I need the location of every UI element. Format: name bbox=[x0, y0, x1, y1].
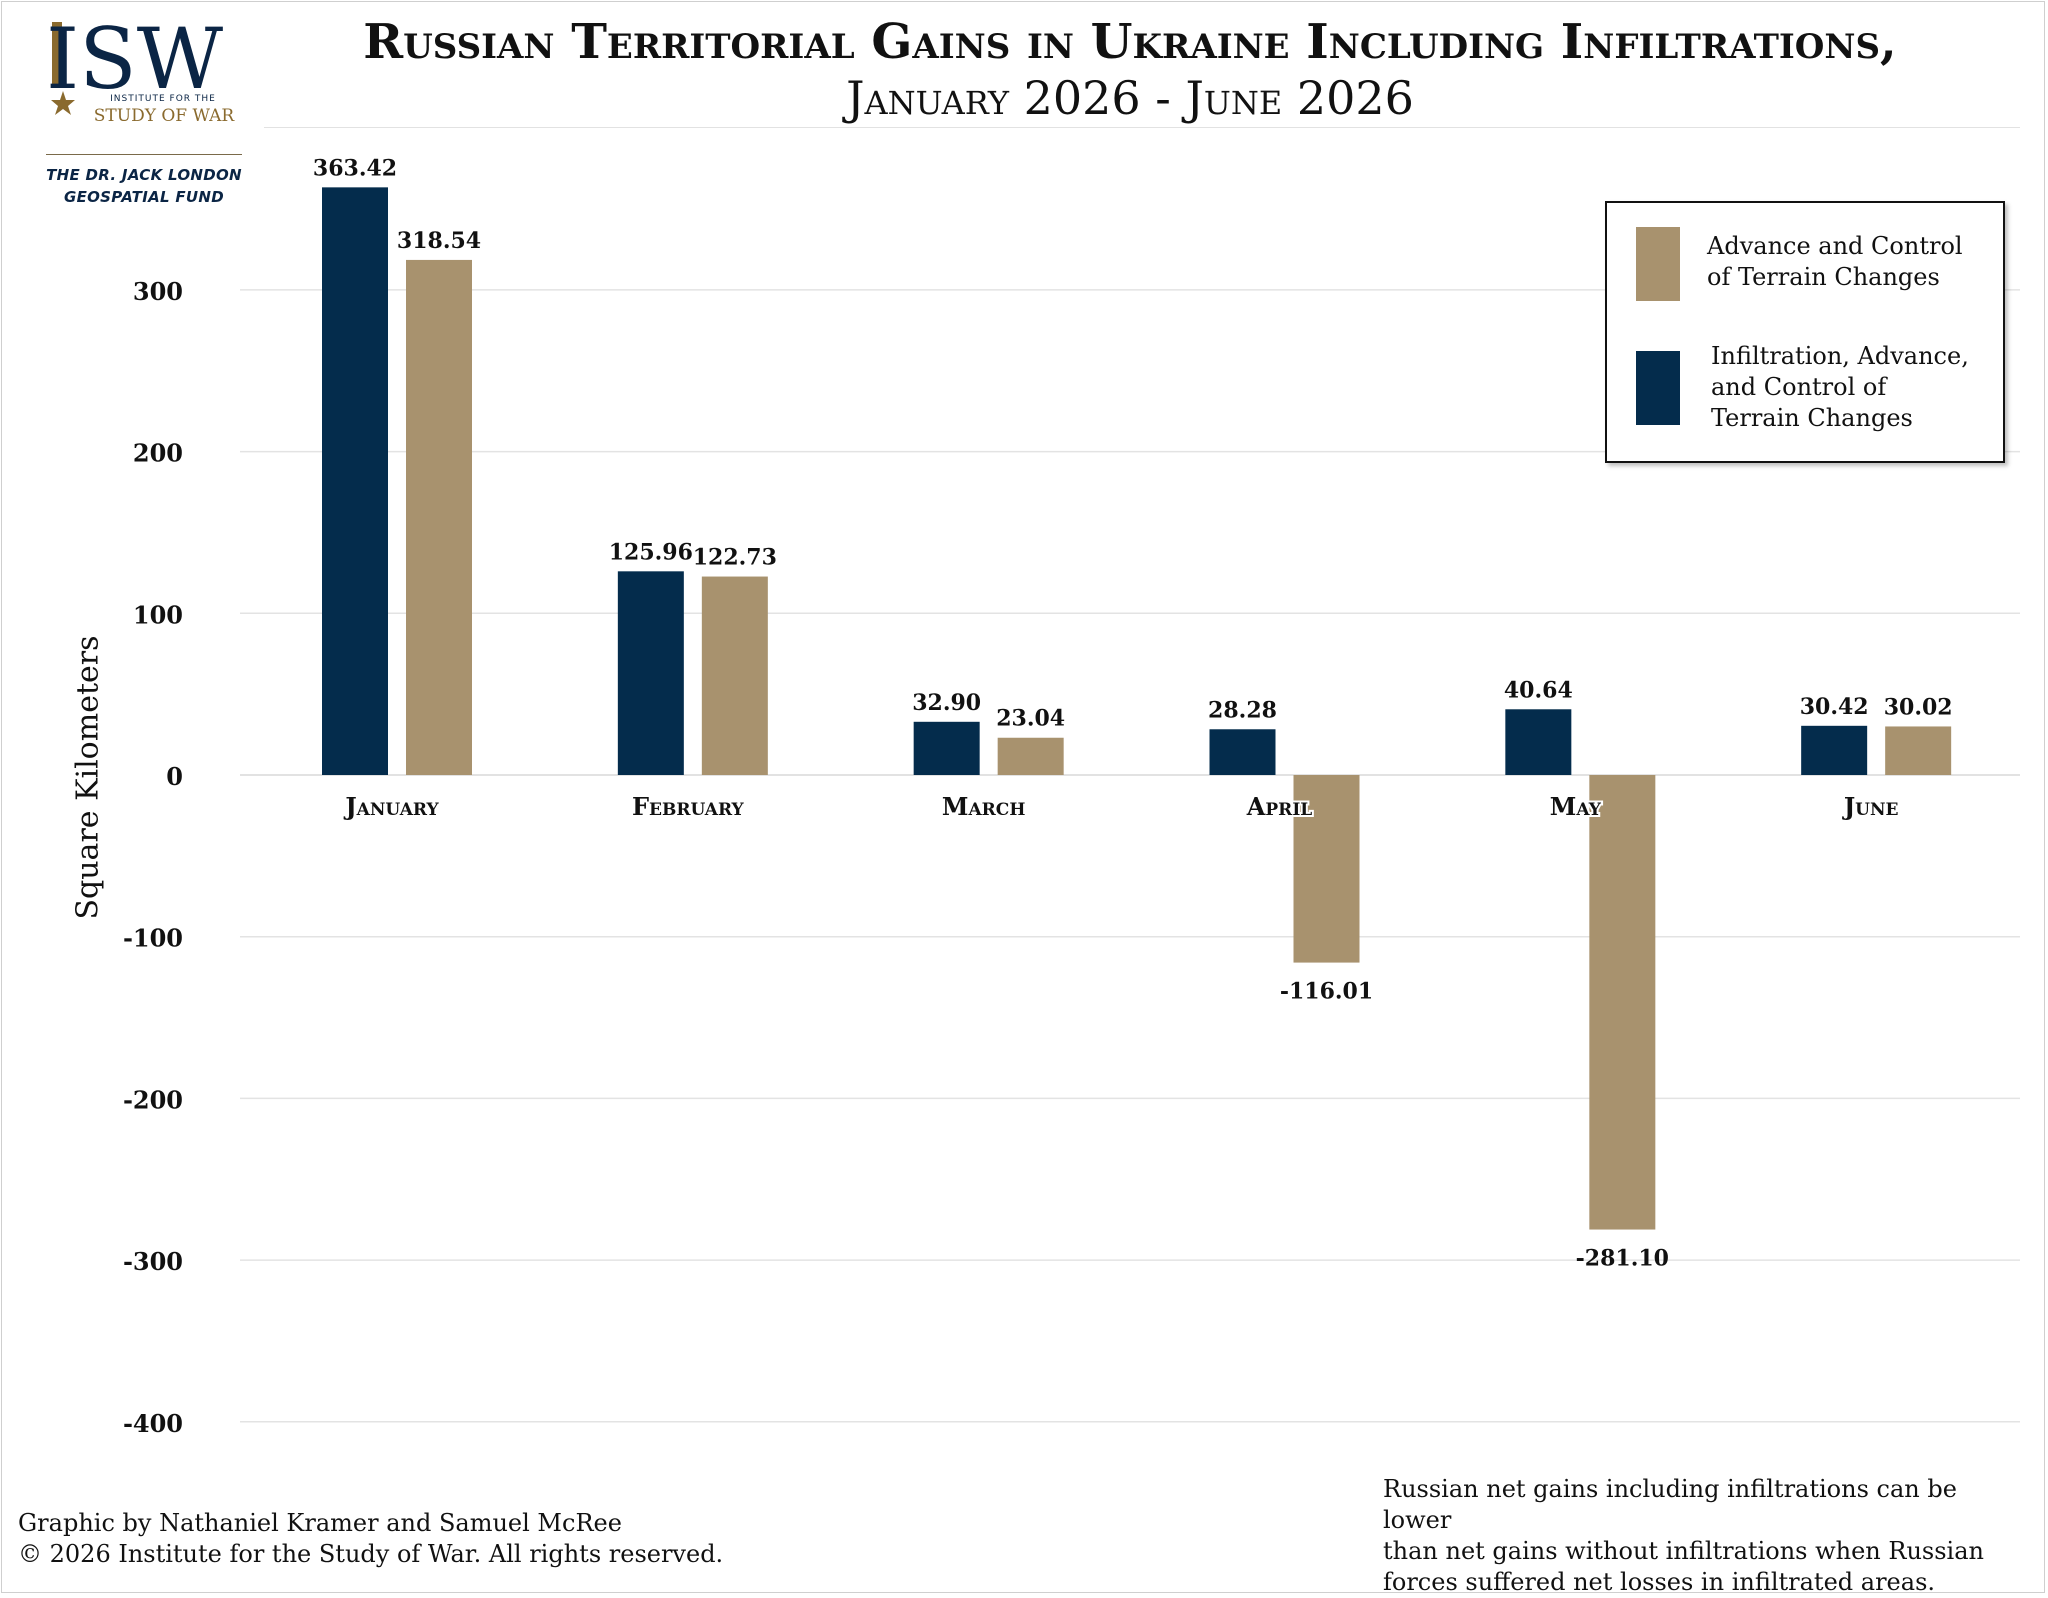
data-label: 40.64 bbox=[1504, 677, 1573, 703]
y-tick-label: 100 bbox=[133, 600, 183, 629]
credit-line1: Graphic by Nathaniel Kramer and Samuel M… bbox=[18, 1509, 622, 1537]
x-tick-label: February bbox=[632, 792, 745, 821]
y-tick-label: 0 bbox=[166, 762, 183, 791]
bar-advance-may bbox=[1589, 775, 1656, 1230]
footnote: Russian net gains including infiltration… bbox=[1383, 1474, 2023, 1598]
y-tick-label: 300 bbox=[133, 277, 183, 306]
data-label: 30.02 bbox=[1884, 694, 1953, 720]
bar-advance-april bbox=[1293, 775, 1360, 963]
legend-label-navy: Infiltration, Advance, and Control of Te… bbox=[1711, 341, 1969, 434]
isw-logo-mark: ISW bbox=[46, 18, 224, 108]
bar-advance-january bbox=[406, 259, 472, 776]
chart-title: Russian Territorial Gains in Ukraine Inc… bbox=[363, 14, 1897, 70]
data-label: 23.04 bbox=[996, 706, 1065, 732]
data-label: 32.90 bbox=[912, 690, 981, 716]
legend: Advance and Control of Terrain Changes I… bbox=[1605, 201, 2005, 463]
legend-swatch-navy bbox=[1636, 351, 1680, 425]
credit-text: Graphic by Nathaniel Kramer and Samuel M… bbox=[18, 1508, 818, 1570]
x-tick-label: June bbox=[1842, 792, 1899, 821]
footnote-line1: Russian net gains including infiltration… bbox=[1383, 1475, 1957, 1534]
x-tick-label: January bbox=[343, 792, 439, 821]
legend-tan-line2: of Terrain Changes bbox=[1707, 263, 1940, 291]
logo-small-line1: INSTITUTE FOR THE bbox=[110, 94, 216, 104]
bar-infiltration-june bbox=[1801, 725, 1868, 775]
legend-navy-line3: Terrain Changes bbox=[1711, 404, 1913, 432]
data-label: 125.96 bbox=[609, 539, 693, 565]
bar-advance-february bbox=[701, 576, 768, 775]
data-label: 30.42 bbox=[1800, 694, 1869, 720]
logo-fund-line1: THE DR. JACK LONDON bbox=[46, 166, 242, 184]
data-label: -281.10 bbox=[1576, 1246, 1669, 1272]
title-divider bbox=[264, 127, 2020, 128]
bar-infiltration-february bbox=[617, 571, 684, 775]
legend-navy-line1: Infiltration, Advance, bbox=[1711, 342, 1969, 370]
data-label: 318.54 bbox=[397, 228, 481, 254]
x-tick-label: May bbox=[1550, 792, 1602, 821]
chart-subtitle: January 2026 - June 2026 bbox=[846, 71, 1414, 125]
logo-fund-text: THE DR. JACK LONDON GEOSPATIAL FUND bbox=[46, 164, 242, 208]
chart-title-block: Russian Territorial Gains in Ukraine Inc… bbox=[260, 14, 2000, 126]
bar-infiltration-march bbox=[913, 721, 980, 775]
logo-fund-line2: GEOSPATIAL FUND bbox=[63, 188, 225, 206]
star-icon bbox=[51, 91, 75, 115]
legend-navy-line2: and Control of bbox=[1711, 373, 1887, 401]
bar-infiltration-may bbox=[1505, 709, 1572, 775]
footnote-line3: forces suffered net losses in infiltrate… bbox=[1383, 1568, 1936, 1596]
legend-label-tan: Advance and Control of Terrain Changes bbox=[1707, 231, 1963, 293]
bar-advance-june bbox=[1885, 726, 1952, 775]
copyright-line: © 2026 Institute for the Study of War. A… bbox=[18, 1540, 724, 1568]
y-tick-label: -100 bbox=[123, 924, 183, 953]
logo-small-line2: STUDY OF WAR bbox=[93, 106, 235, 126]
data-label: 363.42 bbox=[313, 155, 397, 181]
legend-swatch-tan bbox=[1636, 227, 1680, 301]
data-label: 28.28 bbox=[1208, 697, 1277, 723]
bar-infiltration-january bbox=[322, 187, 388, 775]
y-axis-label: Square Kilometers bbox=[70, 635, 106, 920]
x-tick-label: March bbox=[942, 792, 1025, 821]
bar-advance-march bbox=[997, 737, 1064, 775]
data-label: 122.73 bbox=[693, 545, 777, 571]
logo-divider bbox=[46, 154, 242, 155]
data-label: -116.01 bbox=[1280, 979, 1373, 1005]
y-tick-label: 200 bbox=[133, 439, 183, 468]
legend-tan-line1: Advance and Control bbox=[1707, 232, 1963, 260]
logo-mark-text: ISW bbox=[46, 18, 224, 108]
bar-infiltration-april bbox=[1209, 729, 1276, 775]
footnote-line2: than net gains without infiltrations whe… bbox=[1383, 1537, 1984, 1565]
y-tick-label: -300 bbox=[123, 1247, 183, 1276]
y-tick-label: -200 bbox=[123, 1085, 183, 1114]
x-tick-label: April bbox=[1246, 792, 1312, 821]
y-tick-label: -400 bbox=[123, 1409, 183, 1438]
